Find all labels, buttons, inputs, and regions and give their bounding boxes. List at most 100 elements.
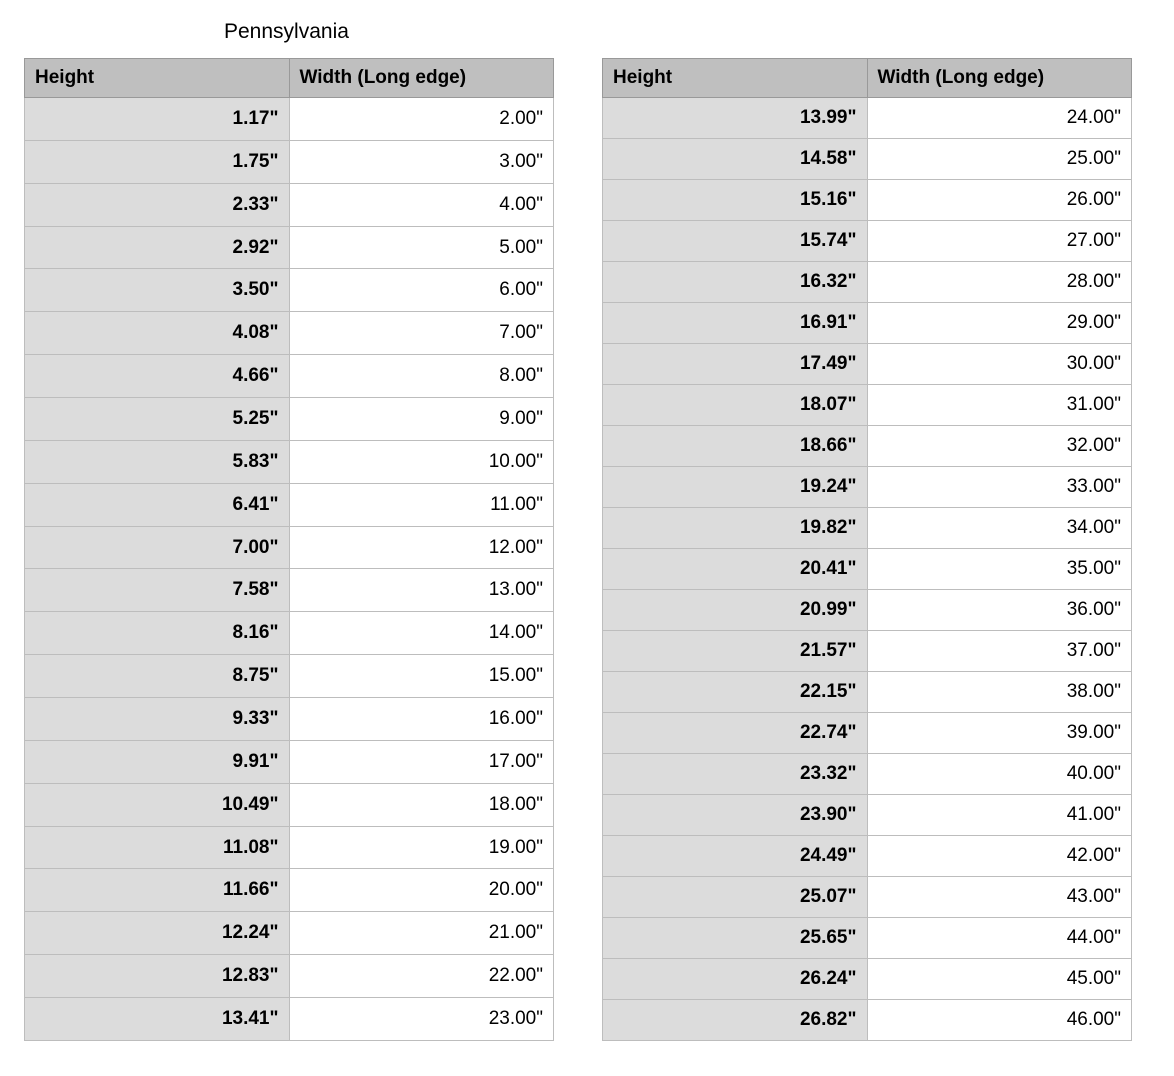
table-row: 14.58"25.00"	[603, 139, 1132, 180]
table-row: 19.24"33.00"	[603, 467, 1132, 508]
width-cell: 40.00"	[867, 754, 1132, 795]
height-cell: 1.17"	[25, 98, 290, 141]
table-row: 5.83"10.00"	[25, 440, 554, 483]
width-cell: 7.00"	[289, 312, 554, 355]
dimensions-table-left: Height Width (Long edge) 1.17"2.00"1.75"…	[24, 58, 554, 1041]
height-cell: 25.07"	[603, 877, 868, 918]
width-cell: 43.00"	[867, 877, 1132, 918]
table-row: 22.74"39.00"	[603, 713, 1132, 754]
width-cell: 12.00"	[289, 526, 554, 569]
height-cell: 14.58"	[603, 139, 868, 180]
table-row: 15.74"27.00"	[603, 221, 1132, 262]
column-header-width: Width (Long edge)	[867, 59, 1132, 98]
height-cell: 19.82"	[603, 508, 868, 549]
height-cell: 20.99"	[603, 590, 868, 631]
table-row: 16.32"28.00"	[603, 262, 1132, 303]
height-cell: 21.57"	[603, 631, 868, 672]
width-cell: 29.00"	[867, 303, 1132, 344]
table-row: 20.99"36.00"	[603, 590, 1132, 631]
table-row: 1.75"3.00"	[25, 140, 554, 183]
height-cell: 7.00"	[25, 526, 290, 569]
width-cell: 30.00"	[867, 344, 1132, 385]
height-cell: 20.41"	[603, 549, 868, 590]
height-cell: 3.50"	[25, 269, 290, 312]
table-row: 22.15"38.00"	[603, 672, 1132, 713]
width-cell: 16.00"	[289, 698, 554, 741]
table-row: 6.41"11.00"	[25, 483, 554, 526]
column-header-height: Height	[25, 59, 290, 98]
width-cell: 13.00"	[289, 569, 554, 612]
table-row: 13.41"23.00"	[25, 998, 554, 1041]
table-row: 11.08"19.00"	[25, 826, 554, 869]
width-cell: 38.00"	[867, 672, 1132, 713]
table-row: 26.82"46.00"	[603, 1000, 1132, 1041]
page-title: Pennsylvania	[224, 20, 1150, 44]
table-row: 24.49"42.00"	[603, 836, 1132, 877]
height-cell: 26.24"	[603, 959, 868, 1000]
table-header-row: Height Width (Long edge)	[603, 59, 1132, 98]
width-cell: 33.00"	[867, 467, 1132, 508]
height-cell: 15.16"	[603, 180, 868, 221]
width-cell: 20.00"	[289, 869, 554, 912]
width-cell: 19.00"	[289, 826, 554, 869]
width-cell: 44.00"	[867, 918, 1132, 959]
table-row: 7.00"12.00"	[25, 526, 554, 569]
height-cell: 18.66"	[603, 426, 868, 467]
table-row: 5.25"9.00"	[25, 398, 554, 441]
height-cell: 12.24"	[25, 912, 290, 955]
width-cell: 8.00"	[289, 355, 554, 398]
table-row: 15.16"26.00"	[603, 180, 1132, 221]
table-row: 25.07"43.00"	[603, 877, 1132, 918]
height-cell: 1.75"	[25, 140, 290, 183]
table-row: 18.66"32.00"	[603, 426, 1132, 467]
width-cell: 23.00"	[289, 998, 554, 1041]
width-cell: 32.00"	[867, 426, 1132, 467]
height-cell: 18.07"	[603, 385, 868, 426]
table-row: 2.33"4.00"	[25, 183, 554, 226]
table-row: 1.17"2.00"	[25, 98, 554, 141]
table-row: 9.33"16.00"	[25, 698, 554, 741]
height-cell: 8.75"	[25, 655, 290, 698]
height-cell: 24.49"	[603, 836, 868, 877]
table-row: 8.75"15.00"	[25, 655, 554, 698]
height-cell: 11.08"	[25, 826, 290, 869]
width-cell: 9.00"	[289, 398, 554, 441]
table-row: 9.91"17.00"	[25, 740, 554, 783]
table-row: 4.08"7.00"	[25, 312, 554, 355]
height-cell: 25.65"	[603, 918, 868, 959]
table-row: 8.16"14.00"	[25, 612, 554, 655]
table-row: 4.66"8.00"	[25, 355, 554, 398]
height-cell: 26.82"	[603, 1000, 868, 1041]
height-cell: 2.92"	[25, 226, 290, 269]
dimensions-table-right: Height Width (Long edge) 13.99"24.00"14.…	[602, 58, 1132, 1041]
table-row: 16.91"29.00"	[603, 303, 1132, 344]
table-row: 11.66"20.00"	[25, 869, 554, 912]
height-cell: 8.16"	[25, 612, 290, 655]
tables-container: Height Width (Long edge) 1.17"2.00"1.75"…	[24, 58, 1150, 1041]
table-row: 13.99"24.00"	[603, 98, 1132, 139]
table-row: 17.49"30.00"	[603, 344, 1132, 385]
width-cell: 10.00"	[289, 440, 554, 483]
table-row: 21.57"37.00"	[603, 631, 1132, 672]
height-cell: 9.91"	[25, 740, 290, 783]
height-cell: 22.15"	[603, 672, 868, 713]
height-cell: 23.90"	[603, 795, 868, 836]
height-cell: 23.32"	[603, 754, 868, 795]
width-cell: 34.00"	[867, 508, 1132, 549]
table-row: 7.58"13.00"	[25, 569, 554, 612]
height-cell: 15.74"	[603, 221, 868, 262]
column-header-height: Height	[603, 59, 868, 98]
height-cell: 4.66"	[25, 355, 290, 398]
table-row: 23.32"40.00"	[603, 754, 1132, 795]
width-cell: 41.00"	[867, 795, 1132, 836]
width-cell: 5.00"	[289, 226, 554, 269]
width-cell: 24.00"	[867, 98, 1132, 139]
height-cell: 19.24"	[603, 467, 868, 508]
height-cell: 22.74"	[603, 713, 868, 754]
width-cell: 17.00"	[289, 740, 554, 783]
width-cell: 37.00"	[867, 631, 1132, 672]
width-cell: 46.00"	[867, 1000, 1132, 1041]
height-cell: 9.33"	[25, 698, 290, 741]
height-cell: 17.49"	[603, 344, 868, 385]
table-row: 26.24"45.00"	[603, 959, 1132, 1000]
